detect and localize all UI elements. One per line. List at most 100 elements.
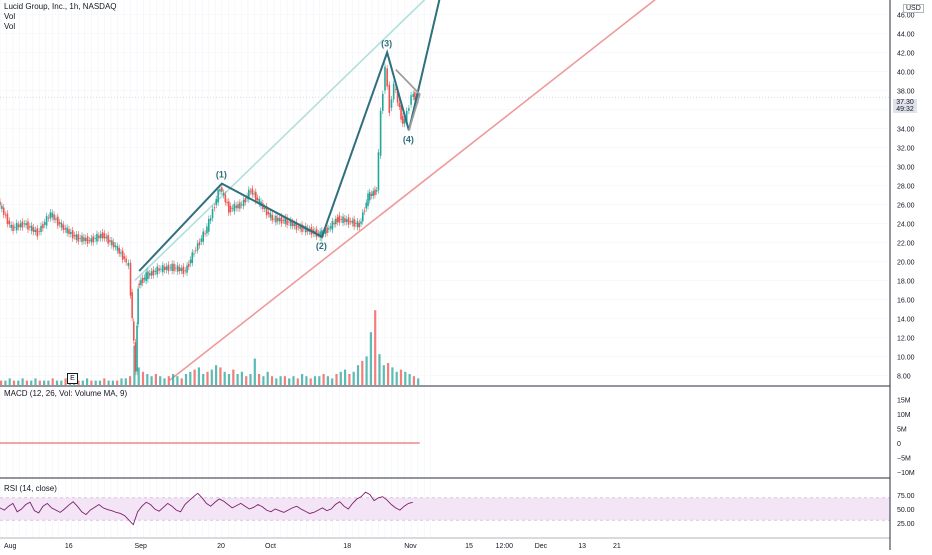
volume-bar: [348, 374, 351, 385]
candle-body: [141, 278, 144, 283]
volume-bar: [4, 380, 7, 385]
volume-bar: [146, 374, 149, 385]
candle-body: [360, 221, 362, 224]
candle-body: [242, 199, 245, 207]
wave-label[interactable]: (3): [381, 39, 392, 49]
volume-bar: [305, 376, 308, 385]
candle-body: [116, 246, 119, 251]
volume-bar: [163, 378, 166, 385]
volume-bar: [249, 374, 252, 385]
candle-body: [118, 247, 120, 254]
symbol-title[interactable]: Lucid Group, Inc., 1h, NASDAQ: [4, 2, 117, 11]
candle-body: [120, 252, 122, 254]
volume-bar: [184, 374, 188, 385]
vol-label-1: Vol: [4, 12, 16, 21]
wave-label[interactable]: (1): [216, 170, 227, 180]
candle-body: [75, 234, 78, 240]
candle-body: [271, 214, 273, 221]
volume-bar: [111, 380, 114, 385]
volume-bar: [374, 310, 377, 385]
volume-bar: [12, 380, 16, 385]
candle-body: [132, 321, 135, 341]
elliott-wave[interactable]: (1) (2) (3) (4): [138, 0, 444, 272]
candle-body: [25, 223, 27, 226]
time-tick-label: Oct: [265, 543, 276, 550]
rsi-tick-label: 50.00: [897, 507, 915, 514]
candle-body: [363, 210, 366, 212]
candle-body: [384, 66, 386, 91]
candle-body: [319, 231, 321, 238]
candle-body: [382, 93, 384, 111]
volume-bar: [408, 374, 411, 385]
candle-body: [152, 269, 155, 276]
volume-bar: [387, 363, 390, 385]
volume-bar: [236, 374, 239, 385]
rsi-label[interactable]: RSI (14, close): [4, 484, 57, 493]
candle-body: [96, 233, 98, 242]
candle-body: [326, 227, 328, 233]
volume-bar: [150, 376, 153, 385]
candle-body: [293, 223, 296, 227]
candle-body: [137, 288, 139, 325]
wave-path[interactable]: [138, 0, 444, 272]
volume-bar: [253, 358, 256, 385]
candle-body: [240, 204, 243, 206]
earnings-marker[interactable]: E: [67, 373, 78, 384]
price-tick-label: 16.00: [897, 298, 915, 305]
volume-bar: [309, 378, 312, 385]
candle-body: [147, 271, 149, 280]
candle-body: [169, 267, 172, 269]
candle-body: [224, 194, 227, 203]
candle-body: [180, 268, 183, 272]
volume-bar: [219, 367, 222, 385]
candle-body: [23, 223, 26, 225]
candle-body: [150, 271, 153, 276]
volume-bar: [86, 378, 89, 385]
candle-body: [370, 193, 373, 196]
candle-body: [249, 191, 252, 193]
volume-bar: [361, 360, 364, 385]
candle-body: [368, 192, 371, 201]
volume-bar: [98, 380, 102, 385]
wave-label[interactable]: (2): [316, 241, 327, 251]
candle-body: [219, 189, 221, 192]
candle-body: [34, 229, 37, 232]
channel-upper-line: [134, 0, 426, 282]
candle-body: [396, 91, 399, 103]
volume-bar: [38, 380, 41, 385]
price-tick-label: 48.00: [897, 0, 915, 1]
macd-label[interactable]: MACD (12, 26, Vol: Volume MA, 9): [4, 389, 128, 398]
candle-body: [131, 292, 133, 319]
candle-body: [19, 223, 22, 228]
candle-body: [344, 218, 346, 223]
candle-body: [379, 110, 382, 156]
volume-bar: [8, 378, 11, 385]
channel-lower-line: [169, 0, 656, 381]
price-tick-label: 26.00: [897, 203, 915, 210]
time-tick-label: 21: [613, 543, 621, 550]
candle-body: [329, 226, 332, 229]
candle-body: [269, 213, 272, 218]
currency-badge[interactable]: USD: [903, 4, 924, 13]
candle-body: [286, 217, 288, 226]
volume-bar: [365, 356, 368, 385]
volume-bar: [352, 371, 355, 385]
time-tick-label: 18: [343, 543, 351, 550]
volume-bar: [382, 365, 385, 385]
candle-body: [121, 250, 124, 260]
candle-body: [4, 214, 7, 216]
candle-body: [30, 225, 33, 231]
candle-body: [134, 342, 137, 372]
candle-body: [233, 203, 236, 212]
candle-body: [408, 108, 410, 111]
candle-body: [365, 202, 368, 209]
volume-bar: [202, 374, 205, 385]
candle-body: [267, 211, 270, 215]
macd-tick-label: −10M: [897, 470, 915, 477]
candle-body: [90, 238, 93, 243]
volume-bar: [279, 376, 282, 385]
wave-4-segment[interactable]: [395, 68, 421, 131]
wave-label[interactable]: (4): [403, 134, 414, 144]
